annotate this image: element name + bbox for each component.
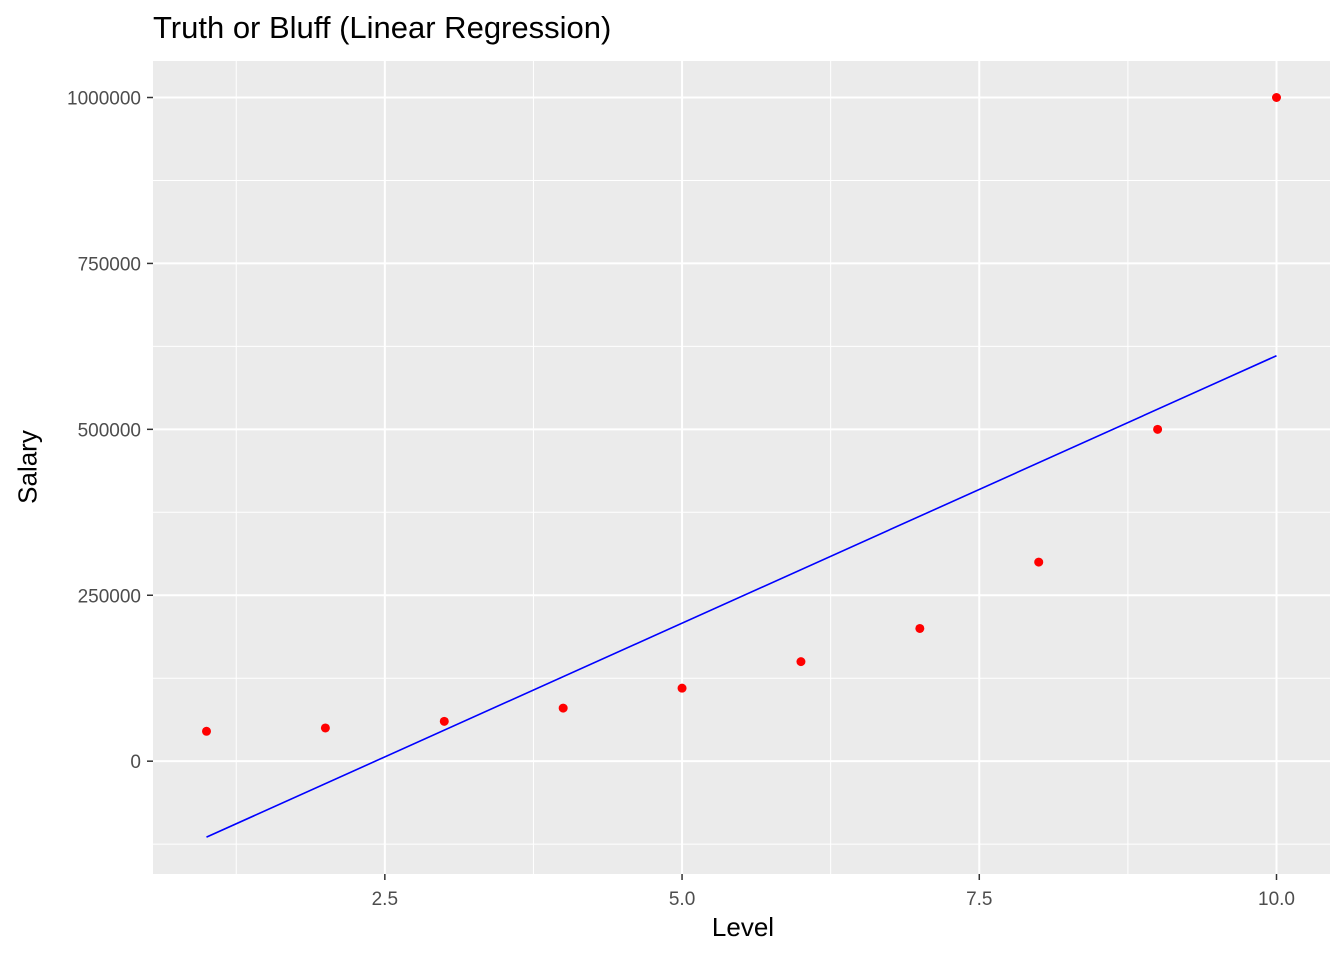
data-point xyxy=(677,683,687,693)
data-point xyxy=(320,723,330,733)
x-tick-label: 2.5 xyxy=(372,889,398,910)
plot-panel xyxy=(153,61,1330,874)
data-point xyxy=(1272,93,1281,103)
data-point xyxy=(439,716,449,726)
grid-major xyxy=(153,61,1330,874)
x-tick-label: 10.0 xyxy=(1258,889,1295,910)
regression-line xyxy=(206,354,1277,838)
y-tick-label: 250000 xyxy=(78,586,141,607)
y-tick-label: 500000 xyxy=(78,420,141,441)
regression-lines xyxy=(206,354,1277,838)
data-point xyxy=(915,623,925,633)
data-point xyxy=(796,657,806,667)
y-tick-label: 1000000 xyxy=(67,89,141,110)
x-axis-label-wrap: Level xyxy=(0,912,1344,943)
data-point xyxy=(1034,557,1044,567)
y-axis-ticks: 0 250000 500000 750000 1000000 xyxy=(67,89,153,773)
y-tick-label: 750000 xyxy=(78,254,141,275)
x-tick-label: 5.0 xyxy=(669,889,695,910)
data-point xyxy=(202,726,211,736)
x-axis-ticks: 2.5 5.0 7.5 10.0 xyxy=(372,874,1295,910)
data-points xyxy=(202,93,1281,736)
chart-title: Truth or Bluff (Linear Regression) xyxy=(153,10,612,45)
y-axis-label: Salary xyxy=(12,430,43,504)
x-axis-label: Level xyxy=(711,912,775,942)
data-point xyxy=(1153,424,1163,434)
grid-minor xyxy=(153,61,1330,874)
x-tick-label: 7.5 xyxy=(966,889,992,910)
y-tick-label: 0 xyxy=(130,752,141,773)
data-point xyxy=(558,703,568,713)
